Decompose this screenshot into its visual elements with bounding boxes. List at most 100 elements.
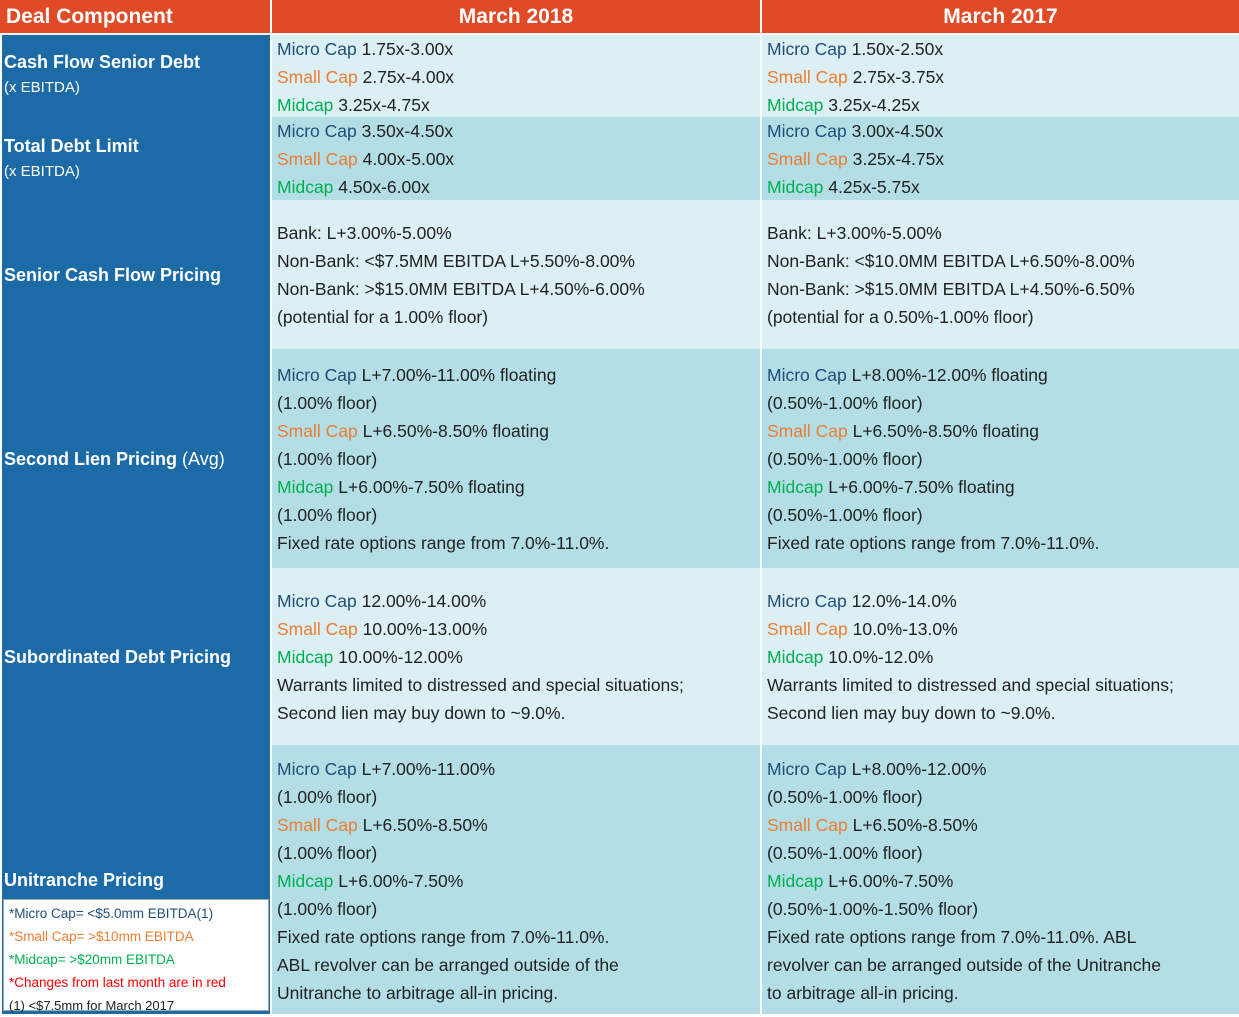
tier-name: Micro Cap	[277, 591, 357, 611]
tier-value: 3.50x-4.50x	[361, 121, 454, 141]
note-line: Fixed rate options range from 7.0%-11.0%…	[767, 533, 1100, 553]
tier-value: L+6.50%-8.50%	[362, 815, 488, 835]
floor-line: (0.50%-1.00%-1.50% floor)	[767, 899, 979, 919]
floor-line: (0.50%-1.00% floor)	[767, 787, 923, 807]
tier-name: Small Cap	[767, 619, 848, 639]
tier-value: 3.00x-4.50x	[851, 121, 944, 141]
tier-line: Midcap 10.0%-12.0%	[767, 643, 1239, 671]
row-label-total-debt-limit: Total Debt Limit (x EBITDA)	[4, 133, 139, 185]
tier-name: Small Cap	[277, 421, 358, 441]
text-line: Non-Bank: <$10.0MM EBITDA L+6.50%-8.00%	[767, 251, 1135, 271]
tier-value: 3.25x-4.75x	[852, 149, 945, 169]
tier-name: Midcap	[277, 647, 334, 667]
tier-name: Midcap	[767, 871, 824, 891]
tier-value: 1.50x-2.50x	[851, 39, 944, 59]
tier-value: L+6.50%-8.50% floating	[362, 421, 549, 441]
row-label-suffix: (Avg)	[182, 449, 225, 469]
note-line: Warrants limited to distressed and speci…	[277, 675, 684, 695]
tier-line: Midcap L+6.00%-7.50% floating	[277, 473, 760, 501]
tier-name: Midcap	[767, 177, 824, 197]
cell-second-lien-pricing-2018: Micro Cap L+7.00%-11.00% floating (1.00%…	[272, 349, 760, 568]
tier-name: Small Cap	[277, 619, 358, 639]
note-line: ABL revolver can be arranged outside of …	[277, 955, 619, 975]
tier-value: L+6.00%-7.50%	[828, 871, 954, 891]
row-label-unitranche-pricing: Unitranche Pricing	[4, 867, 164, 893]
tier-line: Micro Cap 3.50x-4.50x	[277, 117, 760, 145]
tier-line: Small Cap L+6.50%-8.50% floating	[277, 417, 760, 445]
tier-value: 4.50x-6.00x	[338, 177, 430, 197]
tier-line: Midcap 4.50x-6.00x	[277, 173, 760, 201]
cell-unitranche-pricing-2018: Micro Cap L+7.00%-11.00% (1.00% floor) S…	[272, 745, 760, 1014]
tier-value: L+6.00%-7.50% floating	[338, 477, 525, 497]
tier-line: Midcap L+6.00%-7.50%	[277, 867, 760, 895]
row-label-text: Second Lien Pricing	[4, 449, 178, 469]
tier-value: L+7.00%-11.00% floating	[361, 365, 557, 385]
cell-cash-flow-senior-debt-2018: Micro Cap 1.75x-3.00x Small Cap 2.75x-4.…	[272, 35, 760, 117]
tier-name: Small Cap	[767, 67, 848, 87]
header-march-2018: March 2018	[272, 0, 760, 33]
tier-value: 10.00%-12.00%	[338, 647, 463, 667]
row-label-text: Unitranche Pricing	[4, 870, 165, 890]
tier-value: L+6.00%-7.50%	[338, 871, 464, 891]
tier-name: Micro Cap	[277, 39, 357, 59]
tier-name: Micro Cap	[767, 365, 847, 385]
legend-changes-note: *Changes from last month are in red	[9, 975, 226, 990]
tier-name: Micro Cap	[767, 39, 847, 59]
tier-line: Small Cap 10.00%-13.00%	[277, 615, 760, 643]
tier-value: 3.25x-4.75x	[338, 95, 430, 115]
tier-value: L+6.50%-8.50%	[852, 815, 978, 835]
cell-senior-cash-flow-pricing-2017: Bank: L+3.00%-5.00% Non-Bank: <$10.0MM E…	[762, 200, 1239, 349]
tier-name: Midcap	[767, 477, 824, 497]
tier-name: Small Cap	[767, 149, 848, 169]
legend-box: *Micro Cap= <$5.0mm EBITDA(1) *Small Cap…	[3, 899, 269, 1013]
text-line: Bank: L+3.00%-5.00%	[277, 223, 452, 243]
text-line: Non-Bank: <$7.5MM EBITDA L+5.50%-8.00%	[277, 251, 635, 271]
note-line: Fixed rate options range from 7.0%-11.0%…	[277, 533, 610, 553]
legend-micro-cap: *Micro Cap= <$5.0mm EBITDA(1)	[9, 906, 214, 921]
tier-value: 10.00%-13.00%	[362, 619, 488, 639]
tier-name: Small Cap	[277, 67, 358, 87]
text-line: Non-Bank: >$15.0MM EBITDA L+4.50%-6.50%	[767, 279, 1135, 299]
row-label-subordinated-debt-pricing: Subordinated Debt Pricing	[4, 644, 231, 670]
tier-line: Midcap 10.00%-12.00%	[277, 643, 760, 671]
tier-name: Micro Cap	[277, 121, 357, 141]
note-line: Fixed rate options range from 7.0%-11.0%…	[277, 927, 610, 947]
floor-line: (1.00% floor)	[277, 505, 378, 525]
tier-value: 4.00x-5.00x	[362, 149, 455, 169]
tier-value: 3.25x-4.25x	[828, 95, 920, 115]
tier-value: L+6.50%-8.50% floating	[852, 421, 1039, 441]
cell-cash-flow-senior-debt-2017: Micro Cap 1.50x-2.50x Small Cap 2.75x-3.…	[762, 35, 1239, 117]
tier-line: Micro Cap 12.00%-14.00%	[277, 587, 760, 615]
tier-line: Micro Cap L+8.00%-12.00% floating	[767, 361, 1239, 389]
tier-name: Micro Cap	[767, 121, 847, 141]
tier-value: 1.75x-3.00x	[361, 39, 454, 59]
note-line: Unitranche to arbitrage all-in pricing.	[277, 983, 559, 1003]
tier-line: Small Cap 2.75x-4.00x	[277, 63, 760, 91]
tier-value: 12.00%-14.00%	[361, 591, 487, 611]
tier-line: Micro Cap 1.50x-2.50x	[767, 35, 1239, 63]
floor-line: (1.00% floor)	[277, 843, 378, 863]
cell-subordinated-debt-pricing-2018: Micro Cap 12.00%-14.00% Small Cap 10.00%…	[272, 568, 760, 745]
tier-line: Small Cap 10.0%-13.0%	[767, 615, 1239, 643]
row-label-senior-cash-flow-pricing: Senior Cash Flow Pricing	[4, 262, 221, 288]
floor-line: (0.50%-1.00% floor)	[767, 449, 923, 469]
row-label-second-lien-pricing: Second Lien Pricing (Avg)	[4, 446, 225, 472]
tier-line: Small Cap L+6.50%-8.50% floating	[767, 417, 1239, 445]
cell-second-lien-pricing-2017: Micro Cap L+8.00%-12.00% floating (0.50%…	[762, 349, 1239, 568]
legend-midcap: *Midcap= >$20mm EBITDA	[9, 952, 175, 967]
header-march-2017: March 2017	[762, 0, 1239, 33]
tier-value: 10.0%-12.0%	[828, 647, 934, 667]
tier-value: 12.0%-14.0%	[851, 591, 957, 611]
tier-name: Small Cap	[767, 421, 848, 441]
note-line: to arbitrage all-in pricing.	[767, 983, 959, 1003]
row-sublabel: (x EBITDA)	[4, 79, 80, 96]
tier-line: Small Cap 3.25x-4.75x	[767, 145, 1239, 173]
tier-name: Midcap	[277, 95, 334, 115]
tier-name: Micro Cap	[767, 759, 847, 779]
floor-line: (0.50%-1.00% floor)	[767, 393, 923, 413]
text-line: Non-Bank: >$15.0MM EBITDA L+4.50%-6.00%	[277, 279, 645, 299]
floor-line: (0.50%-1.00% floor)	[767, 505, 923, 525]
tier-name: Micro Cap	[767, 591, 847, 611]
cell-unitranche-pricing-2017: Micro Cap L+8.00%-12.00% (0.50%-1.00% fl…	[762, 745, 1239, 1014]
tier-value: 10.0%-13.0%	[852, 619, 958, 639]
